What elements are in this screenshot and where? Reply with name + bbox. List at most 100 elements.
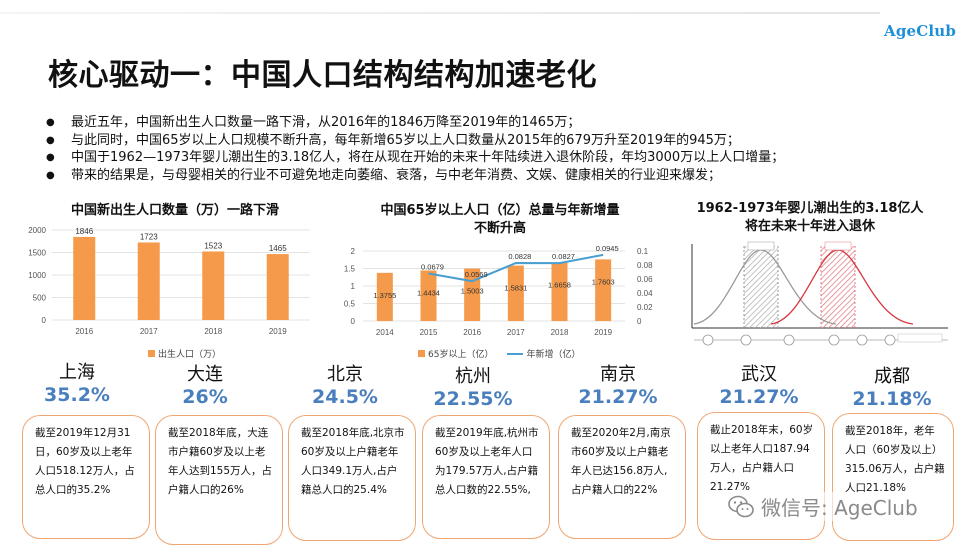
page-title: 核心驱动一：中国人口结构结构加速老化 — [48, 58, 597, 93]
city-card-hangzhou: 截至2019年底,杭州市60岁及以上老年人口为179.57万人,占户籍总人口数的… — [422, 415, 550, 539]
y-tick-label: 0.5 — [344, 300, 356, 309]
x-tick-label: 2016 — [463, 328, 481, 337]
city-card-dalian: 截至2018年底，大连市户籍60岁及以上老年人达到155万人，占户籍人口的26% — [155, 415, 283, 545]
city-wuhan: 武汉 21.27% — [714, 364, 804, 408]
bar — [420, 270, 437, 321]
elderly-legend: 65岁以上（亿） 年新增（亿） — [418, 347, 580, 360]
data-label: 1723 — [140, 232, 158, 241]
y2-tick-label: 0.06 — [637, 275, 653, 284]
legend-line — [507, 352, 524, 355]
legend-swatch — [418, 350, 425, 357]
bar — [137, 242, 160, 320]
city-percent: 21.27% — [719, 386, 799, 408]
births-chart-title: 中国新出生人口数量（万）一路下滑 — [70, 203, 279, 218]
city-card-chengdu: 截至2018年，老年人口（60岁及以上）315.06万人，占户籍人口21.18% — [832, 413, 954, 541]
brand-logo: AgeClub — [884, 22, 957, 40]
city-shanghai: 上海 35.2% — [32, 362, 122, 406]
y-tick-label: 2 — [351, 247, 356, 256]
bullet-dot-icon: ● — [46, 134, 55, 146]
bullet-item: ● 与此同时，中国65岁以上人口规模不断升高，每年新增65岁以上人口数量从2015… — [46, 132, 740, 148]
line-data-label: 0.0945 — [596, 244, 619, 253]
city-percent: 24.5% — [312, 386, 378, 408]
data-label: 1523 — [204, 241, 222, 250]
city-percent: 21.27% — [578, 386, 658, 408]
city-percent: 35.2% — [44, 384, 110, 406]
y-tick-label: 1000 — [28, 271, 46, 280]
bullet-dot-icon: ● — [46, 117, 55, 128]
wechat-icon — [727, 493, 755, 521]
city-name: 上海 — [59, 362, 95, 383]
city-card-nanjing: 截至2020年2月,南京市60岁及以上户籍老年人已达156.8万人,占户籍人口的… — [558, 415, 686, 539]
city-name: 北京 — [327, 364, 363, 385]
y2-tick-label: 0.02 — [637, 303, 653, 312]
x-tick-label: 2015 — [420, 328, 438, 337]
data-label: 1.7603 — [592, 277, 615, 286]
bar — [507, 265, 524, 321]
y-tick-label: 0 — [351, 317, 356, 326]
x-tick-label: 2017 — [507, 328, 525, 337]
top-rule — [0, 12, 880, 14]
data-label: 1.5831 — [504, 284, 527, 293]
boom-band-red — [821, 246, 855, 328]
y-tick-label: 0 — [42, 316, 47, 325]
city-percent: 26% — [182, 386, 228, 408]
bar — [595, 259, 612, 321]
city-percent: 21.18% — [852, 388, 932, 410]
city-beijing: 北京 24.5% — [300, 364, 390, 408]
boom-band-gray — [744, 246, 778, 328]
x-tick-label: 2017 — [140, 327, 158, 336]
city-card-beijing: 截至2018年底,北京市60岁及以上户籍老年人口349.1万人,占户籍总人口的2… — [288, 415, 416, 541]
x-tick-label: 2016 — [75, 327, 93, 336]
elderly-chart-title: 中国65岁以上人口（亿）总量与年新增量 不断升高 — [380, 203, 620, 236]
city-dalian: 大连 26% — [160, 364, 250, 408]
city-name: 武汉 — [741, 364, 777, 385]
series-line — [428, 253, 604, 283]
births-legend: 出生人口（万） — [148, 347, 221, 360]
bar — [73, 236, 96, 320]
line-data-label: 0.0827 — [552, 252, 575, 261]
x-tick-label: 2019 — [594, 328, 612, 337]
city-name: 成都 — [874, 366, 910, 387]
y2-tick-label: 0.1 — [637, 247, 649, 256]
baby-boom-diagram — [691, 241, 948, 346]
elderly-chart: 0 0.5 1 1.5 2 0 0.02 0.04 0.06 0.08 0.1 1.3755 2014 1… — [344, 244, 653, 337]
y-tick-label: 500 — [33, 294, 47, 303]
y-tick-label: 1.5 — [344, 265, 356, 274]
bullet-dot-icon: ● — [46, 169, 55, 181]
line-data-label: 0.0569 — [465, 270, 488, 279]
bullet-item: ● 带来的结果是，与母婴相关的行业不可避免地走向萎缩、衰落，与中老年消费、文娱、健… — [46, 167, 722, 183]
x-tick-label: 2019 — [269, 327, 287, 336]
bar — [376, 272, 393, 321]
data-label: 1465 — [269, 244, 287, 253]
watermark-text: 微信号: AgeClub — [761, 496, 918, 520]
wechat-watermark: 微信号: AgeClub — [727, 492, 918, 521]
city-name: 南京 — [600, 364, 636, 385]
x-tick-label: 2018 — [204, 327, 222, 336]
y-tick-label: 1 — [351, 282, 356, 291]
boom-chart-title: 1962-1973年婴儿潮出生的3.18亿人 将在未来十年进入退休 — [696, 201, 924, 234]
y-tick-label: 1500 — [28, 249, 46, 258]
line-data-label: 0.0828 — [508, 252, 531, 261]
bullet-item: ● 最近五年，中国新出生人口数量一路下滑，从2016年的1846万降至2019年的… — [46, 115, 581, 130]
city-name: 杭州 — [455, 366, 491, 387]
city-name: 大连 — [187, 364, 223, 385]
city-card-shanghai: 截至2019年12月31日，60岁及以上老年人口518.12万人，占总人口的35… — [22, 415, 150, 539]
x-tick-label: 2014 — [376, 328, 394, 337]
x-tick-label: 2018 — [551, 328, 569, 337]
y-tick-label: 2000 — [28, 226, 46, 235]
city-hangzhou: 杭州 22.55% — [428, 366, 518, 410]
births-chart: 0 500 1000 1500 2000 1846 2016 1723 2017 1523 2018… — [28, 226, 310, 336]
data-label: 1.3755 — [373, 291, 396, 300]
line-data-label: 0.0679 — [421, 262, 444, 271]
city-chengdu: 成都 21.18% — [847, 366, 937, 410]
bar — [464, 268, 481, 321]
legend-swatch — [148, 350, 155, 357]
city-percent: 22.55% — [433, 388, 513, 410]
y2-tick-label: 0.08 — [637, 261, 653, 270]
data-label: 1.4434 — [417, 288, 440, 297]
y2-tick-label: 0 — [637, 317, 642, 326]
data-label: 1.6658 — [548, 281, 571, 290]
bullet-dot-icon: ● — [46, 152, 55, 163]
city-nanjing: 南京 21.27% — [573, 364, 663, 408]
